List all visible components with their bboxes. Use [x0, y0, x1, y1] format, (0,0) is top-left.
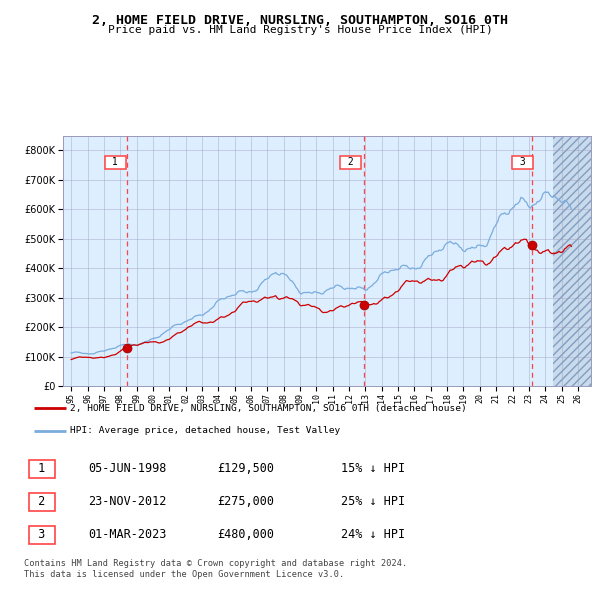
- Text: 2: 2: [31, 495, 53, 509]
- Text: HPI: Average price, detached house, Test Valley: HPI: Average price, detached house, Test…: [70, 427, 340, 435]
- Text: 3: 3: [514, 158, 531, 167]
- Text: 15% ↓ HPI: 15% ↓ HPI: [341, 462, 405, 476]
- Text: 2, HOME FIELD DRIVE, NURSLING, SOUTHAMPTON, SO16 0TH (detached house): 2, HOME FIELD DRIVE, NURSLING, SOUTHAMPT…: [70, 404, 467, 412]
- Bar: [553, 136, 591, 386]
- Text: This data is licensed under the Open Government Licence v3.0.: This data is licensed under the Open Gov…: [24, 570, 344, 579]
- Text: £129,500: £129,500: [218, 462, 275, 476]
- Text: Contains HM Land Registry data © Crown copyright and database right 2024.: Contains HM Land Registry data © Crown c…: [24, 559, 407, 568]
- Text: 24% ↓ HPI: 24% ↓ HPI: [341, 528, 405, 542]
- Text: 2, HOME FIELD DRIVE, NURSLING, SOUTHAMPTON, SO16 0TH: 2, HOME FIELD DRIVE, NURSLING, SOUTHAMPT…: [92, 14, 508, 27]
- Text: 1: 1: [106, 158, 124, 167]
- Text: 23-NOV-2012: 23-NOV-2012: [89, 495, 167, 509]
- Text: 25% ↓ HPI: 25% ↓ HPI: [341, 495, 405, 509]
- Text: 01-MAR-2023: 01-MAR-2023: [89, 528, 167, 542]
- Text: 2: 2: [342, 158, 359, 167]
- Text: 05-JUN-1998: 05-JUN-1998: [89, 462, 167, 476]
- Text: £480,000: £480,000: [218, 528, 275, 542]
- Text: Price paid vs. HM Land Registry's House Price Index (HPI): Price paid vs. HM Land Registry's House …: [107, 25, 493, 35]
- Text: £275,000: £275,000: [218, 495, 275, 509]
- Text: 3: 3: [31, 528, 53, 542]
- Text: 1: 1: [31, 462, 53, 476]
